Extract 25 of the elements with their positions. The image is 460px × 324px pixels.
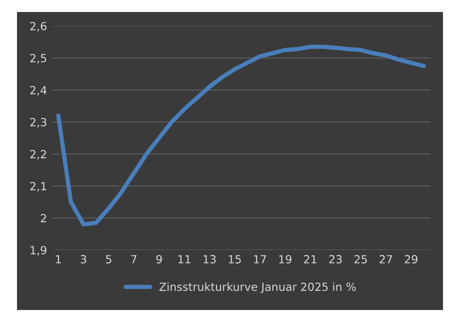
x-tick-label: 9 <box>156 255 162 264</box>
x-tick-label: 19 <box>279 255 292 264</box>
x-tick-label: 11 <box>178 255 190 264</box>
x-tick-label: 25 <box>354 255 367 264</box>
x-tick-label: 29 <box>404 255 418 264</box>
y-tick-label: 1,9 <box>30 246 46 256</box>
x-tick-label: 3 <box>80 255 86 264</box>
x-tick-label: 23 <box>329 255 342 264</box>
y-tick-label: 2,6 <box>30 22 46 32</box>
x-tick-label: 17 <box>254 255 266 264</box>
x-tick-label: 15 <box>228 255 241 264</box>
x-tick-label: 1 <box>56 255 61 264</box>
x-tick-label: 7 <box>131 255 136 264</box>
x-tick-label: 21 <box>304 255 316 264</box>
x-tick-label: 5 <box>106 255 112 264</box>
y-tick-label: 2,1 <box>30 182 46 192</box>
x-tick-label: 13 <box>204 255 216 264</box>
y-tick-label: 2,2 <box>30 150 46 160</box>
y-tick-label: 2,5 <box>30 54 46 64</box>
y-tick-label: 2 <box>40 214 46 222</box>
line-series <box>56 44 426 226</box>
y-tick-label: 2,3 <box>30 118 46 128</box>
legend-label: Zinsstrukturkurve Januar 2025 in % <box>159 282 356 294</box>
x-tick-label: 27 <box>380 255 392 264</box>
y-tick-label: 2,4 <box>30 86 47 96</box>
